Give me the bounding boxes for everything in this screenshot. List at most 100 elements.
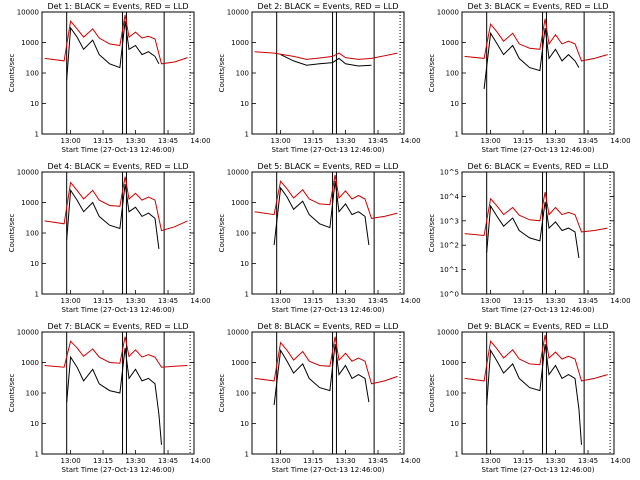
x-axis-label: Start Time (27-Oct-13 12:46:00) — [482, 306, 595, 314]
y-tick-label: 10^0 — [440, 291, 459, 299]
x-tick-label: 13:00 — [270, 457, 290, 465]
y-tick-label: 10 — [450, 100, 459, 108]
x-tick-label: 13:30 — [545, 137, 565, 145]
subplot-2: Det 2: BLACK = Events, RED = LLD 1 10 100 10… — [218, 2, 421, 154]
series-line-events — [280, 54, 372, 67]
x-tick-label: 13:15 — [93, 457, 113, 465]
x-tick-label: 14:00 — [190, 457, 210, 465]
x-tick-label: 13:15 — [303, 297, 323, 305]
y-tick-label: 100 — [236, 230, 249, 238]
x-tick-label: 13:15 — [303, 137, 323, 145]
x-tick-label: 14:00 — [610, 457, 630, 465]
x-tick-label: 13:45 — [368, 137, 388, 145]
y-tick-label: 10 — [30, 260, 39, 268]
y-tick-label: 10000 — [437, 9, 459, 17]
axes-frame — [41, 171, 195, 295]
y-tick-label: 100 — [236, 70, 249, 78]
series-line-lld — [464, 18, 608, 62]
x-tick-label: 14:00 — [190, 137, 210, 145]
series-line-lld — [254, 51, 398, 60]
chart-title: Det 8: BLACK = Events, RED = LLD — [258, 322, 399, 331]
series-line-events — [66, 21, 160, 80]
axes-frame — [41, 11, 195, 135]
y-tick-label: 1 — [35, 131, 39, 139]
y-axis-label: Counts/sec — [8, 214, 16, 253]
y-tick-label: 10^5 — [440, 169, 459, 177]
chart-title: Det 2: BLACK = Events, RED = LLD — [258, 2, 399, 11]
x-tick-label: 13:15 — [93, 137, 113, 145]
chart-title: Det 7: BLACK = Events, RED = LLD — [48, 322, 189, 331]
y-tick-label: 1 — [245, 291, 249, 299]
y-tick-label: 10000 — [227, 169, 249, 177]
x-tick-label: 14:00 — [610, 297, 630, 305]
chart-title: Det 6: BLACK = Events, RED = LLD — [468, 162, 609, 171]
x-tick-label: 13:45 — [578, 297, 598, 305]
x-tick-label: 13:00 — [60, 297, 80, 305]
y-tick-label: 10 — [240, 420, 249, 428]
y-tick-label: 10000 — [437, 329, 459, 337]
x-axis-label: Start Time (27-Oct-13 12:46:00) — [272, 306, 385, 314]
x-tick-label: 13:00 — [270, 137, 290, 145]
y-tick-label: 10^2 — [440, 242, 459, 250]
x-axis-label: Start Time (27-Oct-13 12:46:00) — [482, 146, 595, 154]
axes-frame — [251, 331, 405, 455]
y-tick-label: 1 — [35, 451, 39, 459]
x-axis-label: Start Time (27-Oct-13 12:46:00) — [62, 306, 175, 314]
series-line-lld — [464, 192, 608, 237]
y-axis-label: Counts/sec — [218, 374, 226, 413]
x-tick-label: 13:45 — [578, 137, 598, 145]
x-axis-label: Start Time (27-Oct-13 12:46:00) — [62, 466, 175, 474]
series-line-lld — [44, 14, 188, 65]
chart-title: Det 5: BLACK = Events, RED = LLD — [258, 162, 399, 171]
series-line-lld — [254, 174, 398, 219]
subplot-5: Det 5: BLACK = Events, RED = LLD 1 10 100 10… — [218, 162, 421, 314]
y-tick-label: 1 — [455, 451, 459, 459]
subplot-9: Det 9: BLACK = Events, RED = LLD 1 10 100 10… — [428, 322, 631, 474]
y-tick-label: 1000 — [21, 39, 39, 47]
series-line-lld — [44, 336, 188, 368]
x-tick-label: 13:30 — [335, 297, 355, 305]
y-tick-label: 10000 — [17, 329, 39, 337]
series-line-events — [486, 344, 582, 445]
axes-frame — [251, 171, 405, 295]
y-tick-label: 1000 — [441, 359, 459, 367]
y-tick-label: 10 — [240, 260, 249, 268]
x-tick-label: 14:00 — [400, 457, 420, 465]
x-axis-label: Start Time (27-Oct-13 12:46:00) — [272, 146, 385, 154]
subplot-8: Det 8: BLACK = Events, RED = LLD 1 10 100 10… — [218, 322, 421, 474]
y-tick-label: 100 — [236, 390, 249, 398]
x-tick-label: 13:00 — [270, 297, 290, 305]
chart-title: Det 1: BLACK = Events, RED = LLD — [48, 2, 189, 11]
series-line-lld — [44, 176, 188, 232]
y-tick-label: 10 — [450, 420, 459, 428]
x-tick-label: 13:15 — [513, 457, 533, 465]
x-tick-label: 13:45 — [368, 457, 388, 465]
x-tick-label: 13:30 — [125, 297, 145, 305]
x-tick-label: 13:00 — [480, 297, 500, 305]
x-tick-label: 14:00 — [400, 137, 420, 145]
x-tick-label: 13:30 — [545, 297, 565, 305]
y-tick-label: 10000 — [17, 9, 39, 17]
series-line-events — [66, 347, 162, 445]
y-tick-label: 100 — [26, 70, 39, 78]
subplot-1: Det 1: BLACK = Events, RED = LLD 1 10 100 10… — [8, 2, 211, 154]
x-tick-label: 13:30 — [545, 457, 565, 465]
axes-frame — [461, 331, 615, 455]
y-axis-label: Counts/sec — [428, 54, 436, 93]
axes-frame — [251, 11, 405, 135]
x-tick-label: 13:15 — [513, 137, 533, 145]
y-axis-label: Counts/sec — [428, 374, 436, 413]
y-axis-label: Counts/sec — [428, 214, 436, 253]
x-tick-label: 13:45 — [158, 297, 178, 305]
y-tick-label: 100 — [446, 70, 459, 78]
series-line-events — [486, 201, 580, 259]
series-line-lld — [464, 334, 608, 382]
y-tick-label: 10 — [30, 100, 39, 108]
x-tick-label: 13:30 — [125, 137, 145, 145]
subplot-7: Det 7: BLACK = Events, RED = LLD 1 10 100 10… — [8, 322, 211, 474]
y-tick-label: 1000 — [231, 39, 249, 47]
y-axis-label: Counts/sec — [8, 374, 16, 413]
y-axis-label: Counts/sec — [218, 214, 226, 253]
chart-title: Det 3: BLACK = Events, RED = LLD — [468, 2, 609, 11]
y-tick-label: 10 — [240, 100, 249, 108]
